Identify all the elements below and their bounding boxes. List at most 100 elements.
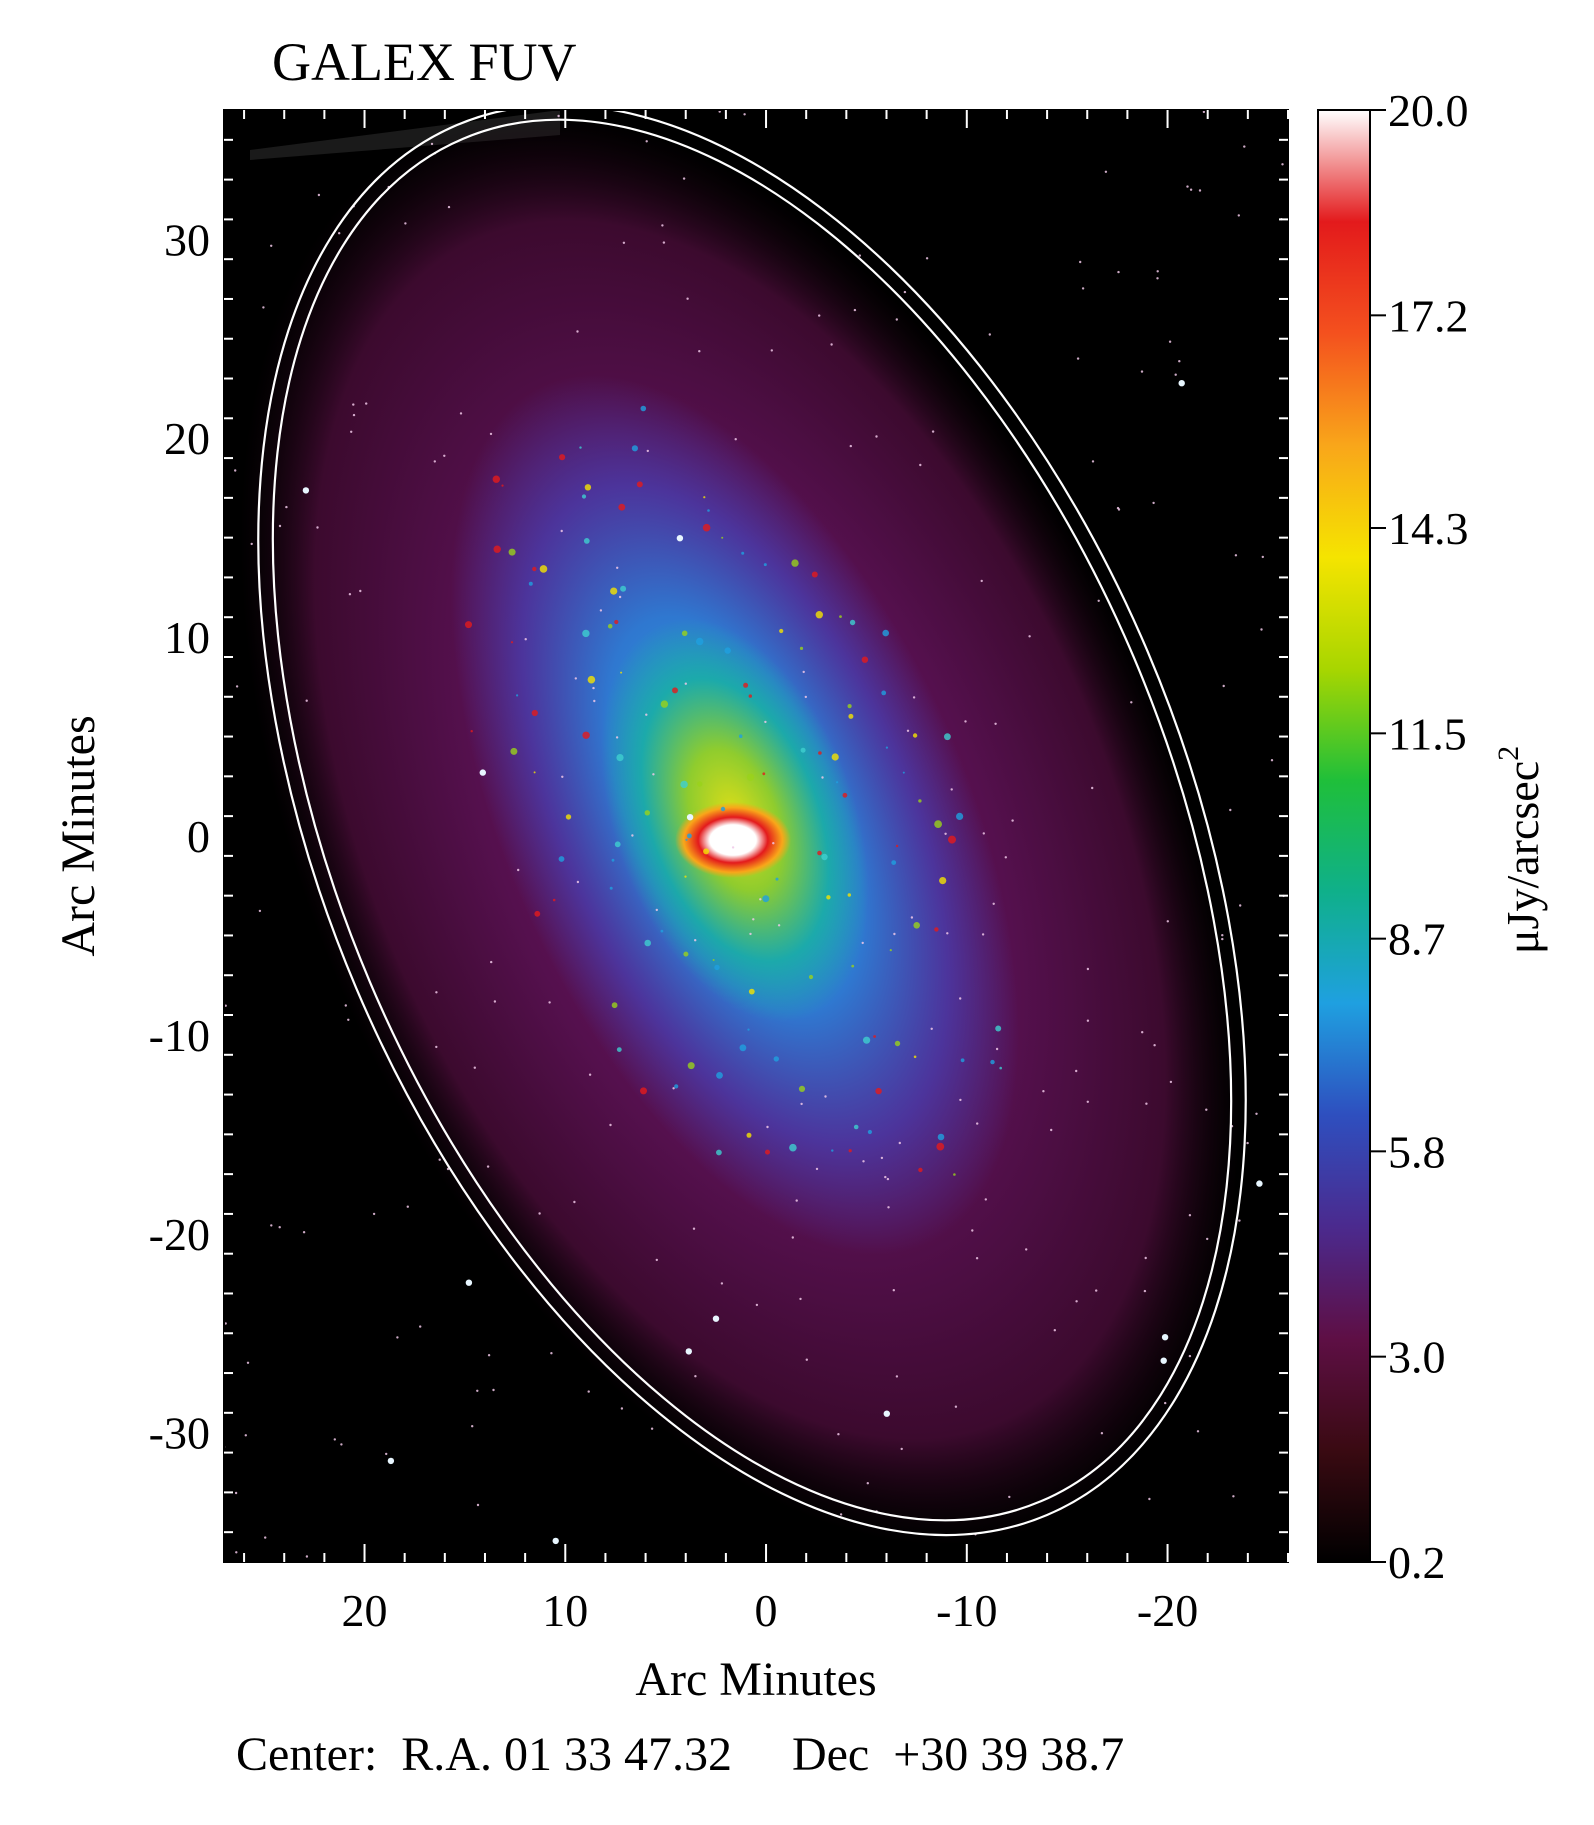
star — [592, 686, 595, 690]
star — [645, 140, 648, 143]
star — [1086, 967, 1090, 971]
star — [662, 241, 666, 244]
star — [278, 1226, 281, 1229]
colorbar-tick-label: 14.3 — [1388, 503, 1469, 554]
hii-region — [789, 1143, 797, 1152]
hii-region — [493, 545, 501, 553]
hii-region — [614, 841, 621, 848]
colorbar-label: μJy/arcsec2 — [1492, 746, 1548, 954]
hii-region — [765, 1149, 770, 1155]
star — [752, 918, 755, 921]
hii-region — [743, 682, 749, 688]
hii-region — [815, 611, 823, 619]
star — [576, 330, 579, 333]
star — [234, 1491, 238, 1495]
star — [262, 306, 265, 309]
star — [1166, 920, 1170, 923]
star — [1086, 1100, 1090, 1104]
hii-region — [800, 747, 806, 753]
hii-region — [999, 1066, 1002, 1070]
colorbar-tick-label: 3.0 — [1388, 1332, 1446, 1383]
star — [1164, 1401, 1167, 1405]
star — [1168, 340, 1172, 343]
star — [593, 699, 596, 703]
hii-region — [582, 731, 590, 739]
hii-region — [672, 687, 678, 694]
star — [1234, 554, 1238, 557]
y-tick-labels: 30 20 10 0 -10 -20 -30 — [149, 214, 210, 1458]
hii-region — [873, 1035, 876, 1038]
star — [676, 535, 684, 542]
star — [285, 505, 288, 509]
star — [772, 842, 775, 845]
star — [880, 1156, 884, 1160]
star — [839, 1513, 843, 1516]
hii-region — [821, 853, 828, 861]
star — [258, 909, 262, 913]
star — [1160, 1357, 1167, 1364]
hii-region — [738, 734, 743, 738]
hii-region — [891, 860, 897, 865]
hii-region — [747, 1028, 750, 1031]
hii-region — [539, 565, 548, 573]
star — [489, 432, 493, 436]
y-tick-label: -30 — [149, 1408, 210, 1459]
star — [720, 1282, 724, 1285]
star — [235, 685, 239, 688]
star — [476, 1503, 480, 1507]
star — [804, 695, 807, 699]
star — [1081, 287, 1085, 290]
star — [490, 960, 493, 964]
x-tick-label: 10 — [542, 1585, 588, 1636]
star — [1221, 937, 1224, 941]
star — [791, 1236, 794, 1239]
star — [1260, 628, 1263, 631]
star — [946, 932, 949, 935]
star — [517, 868, 520, 872]
hii-region — [528, 581, 533, 586]
star — [800, 1102, 803, 1106]
hii-region — [660, 929, 664, 933]
star — [1196, 1430, 1200, 1433]
hii-region — [746, 773, 755, 781]
hii-region — [516, 694, 519, 697]
star — [550, 1352, 553, 1355]
hii-region — [685, 838, 688, 841]
hii-region — [842, 792, 848, 798]
star — [1145, 1102, 1148, 1105]
star — [830, 343, 833, 346]
star — [884, 1175, 887, 1179]
star — [1206, 1237, 1209, 1241]
star — [435, 991, 438, 994]
star — [795, 1199, 798, 1202]
star — [988, 333, 991, 336]
star — [698, 350, 701, 353]
star — [686, 814, 694, 821]
star — [672, 1087, 675, 1090]
star — [975, 1257, 979, 1260]
star — [1042, 1090, 1045, 1093]
star — [964, 720, 967, 723]
star — [912, 696, 916, 699]
star — [694, 1375, 697, 1378]
star — [992, 902, 995, 905]
star — [1152, 501, 1155, 505]
colorbar — [1317, 109, 1371, 1563]
star — [759, 898, 762, 901]
star — [981, 933, 985, 936]
star — [235, 1551, 238, 1554]
star — [1237, 214, 1241, 217]
hii-region — [707, 509, 710, 512]
hii-region — [684, 875, 687, 878]
star — [1222, 684, 1225, 688]
star — [1239, 904, 1242, 907]
star — [1075, 1300, 1078, 1303]
star — [898, 1141, 901, 1145]
hii-region — [798, 1085, 806, 1092]
star — [900, 1447, 903, 1451]
star — [950, 788, 953, 791]
star — [982, 832, 985, 835]
star — [815, 1167, 819, 1171]
star — [471, 1425, 474, 1428]
hii-region — [620, 671, 623, 674]
